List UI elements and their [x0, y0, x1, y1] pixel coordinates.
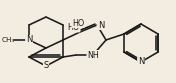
Text: N: N: [26, 36, 32, 44]
Text: N: N: [138, 58, 144, 66]
Text: S: S: [43, 62, 49, 70]
Text: N: N: [5, 36, 11, 44]
Text: N: N: [26, 36, 32, 44]
Text: N: N: [97, 21, 103, 29]
Text: N: N: [26, 36, 32, 44]
Text: S: S: [43, 62, 49, 70]
Text: N: N: [138, 58, 144, 66]
Text: N: N: [26, 36, 32, 44]
Text: NH: NH: [87, 50, 99, 60]
Text: HO: HO: [68, 23, 80, 32]
Text: HO: HO: [72, 19, 84, 27]
Text: HO: HO: [72, 19, 84, 27]
Text: N: N: [138, 58, 144, 66]
Text: N: N: [98, 21, 104, 29]
Text: N: N: [97, 21, 103, 29]
Text: CH₃: CH₃: [1, 37, 15, 43]
Text: N: N: [138, 58, 144, 66]
Text: HO: HO: [68, 23, 80, 32]
Text: S: S: [43, 62, 49, 70]
Text: NH: NH: [87, 50, 99, 60]
Text: N: N: [98, 21, 104, 29]
Text: S: S: [43, 62, 49, 70]
Text: NH: NH: [87, 50, 99, 60]
Text: NH: NH: [87, 50, 99, 60]
